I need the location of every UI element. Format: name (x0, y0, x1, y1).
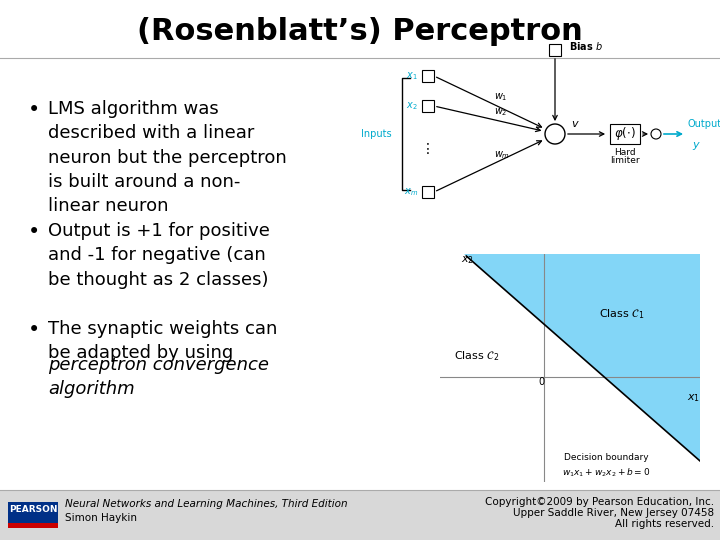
Text: Copyright©2009 by Pearson Education, Inc.: Copyright©2009 by Pearson Education, Inc… (485, 497, 714, 507)
Text: ⋮: ⋮ (421, 142, 435, 156)
Text: LMS algorithm was
described with a linear
neuron but the perceptron
is built aro: LMS algorithm was described with a linea… (48, 100, 287, 215)
Text: •: • (28, 222, 40, 242)
Bar (0, 490, 720, 540)
Text: Hard: Hard (614, 148, 636, 157)
Text: $w_m$: $w_m$ (495, 149, 510, 161)
Text: $w_1$: $w_1$ (495, 91, 508, 103)
Polygon shape (464, 254, 720, 482)
Text: All rights reserved.: All rights reserved. (615, 519, 714, 529)
Text: The synaptic weights can
be adapted by using: The synaptic weights can be adapted by u… (48, 320, 277, 362)
Text: PEARSON: PEARSON (9, 505, 58, 515)
Text: Class $\mathcal{C}_1$: Class $\mathcal{C}_1$ (599, 307, 644, 321)
Text: limiter: limiter (610, 156, 640, 165)
Text: Bias $b$: Bias $b$ (569, 40, 603, 52)
Bar (549, 44, 561, 56)
Text: $w_2$: $w_2$ (495, 106, 508, 118)
Text: Simon Haykin: Simon Haykin (65, 513, 137, 523)
Text: $x_2$: $x_2$ (406, 100, 418, 112)
Text: Decision boundary: Decision boundary (564, 453, 649, 462)
Text: $\varphi(\cdot)$: $\varphi(\cdot)$ (614, 125, 636, 143)
Text: $x_2$: $x_2$ (461, 254, 474, 266)
Text: $y$: $y$ (691, 140, 701, 152)
Text: $x_1$: $x_1$ (406, 70, 418, 82)
Text: Neural Networks and Learning Machines, Third Edition: Neural Networks and Learning Machines, T… (65, 499, 348, 509)
Text: 0: 0 (538, 377, 544, 387)
Text: •: • (28, 320, 40, 340)
Bar (610, 124, 640, 144)
Text: $w_1 x_1 + w_2 x_2 + b = 0$: $w_1 x_1 + w_2 x_2 + b = 0$ (562, 467, 651, 480)
Bar (422, 186, 434, 198)
Text: •: • (28, 100, 40, 120)
Text: perceptron convergence
algorithm: perceptron convergence algorithm (48, 356, 269, 399)
Text: Class $\mathcal{C}_2$: Class $\mathcal{C}_2$ (454, 349, 499, 363)
Text: Output is +1 for positive
and -1 for negative (can
be thought as 2 classes): Output is +1 for positive and -1 for neg… (48, 222, 270, 288)
Bar (8, 523, 58, 528)
Bar (8, 502, 58, 528)
Text: Output: Output (688, 119, 720, 129)
Bar (422, 100, 434, 112)
Text: Upper Saddle River, New Jersey 07458: Upper Saddle River, New Jersey 07458 (513, 508, 714, 518)
Bar (422, 70, 434, 82)
Text: $v$: $v$ (571, 119, 580, 129)
Text: $x_1$: $x_1$ (687, 392, 700, 403)
Text: Inputs: Inputs (361, 129, 392, 139)
Text: $x_m$: $x_m$ (404, 186, 418, 198)
Text: (Rosenblatt’s) Perceptron: (Rosenblatt’s) Perceptron (137, 17, 583, 46)
